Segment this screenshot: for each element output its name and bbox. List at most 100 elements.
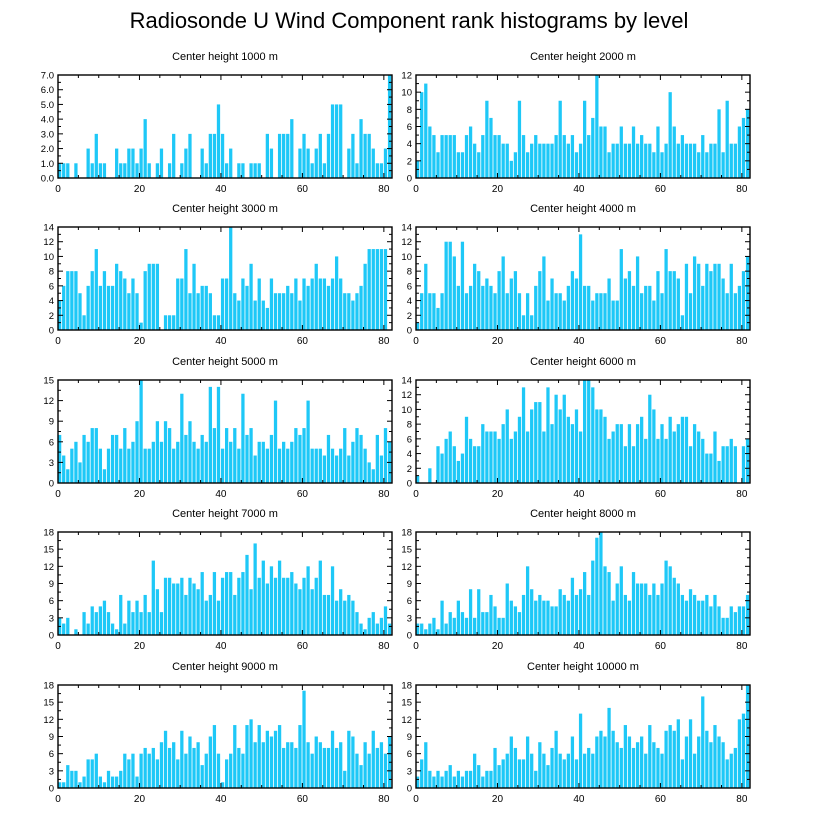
- bar: [298, 725, 302, 788]
- bar: [741, 606, 746, 635]
- bar: [599, 532, 603, 635]
- bar: [257, 577, 261, 635]
- bar: [204, 600, 208, 635]
- y-tick-label: 3: [49, 458, 54, 469]
- x-tick-label: 80: [736, 336, 748, 347]
- bar: [351, 441, 355, 483]
- bar: [78, 293, 82, 330]
- bar: [684, 416, 689, 483]
- bar: [603, 566, 607, 635]
- bar: [542, 600, 546, 635]
- bar: [143, 448, 147, 483]
- bar: [664, 143, 668, 178]
- bar: [464, 135, 469, 178]
- x-tick-label: 80: [736, 794, 748, 805]
- bar: [688, 589, 693, 635]
- bar: [110, 434, 115, 483]
- bar: [269, 566, 274, 635]
- bar: [473, 617, 477, 635]
- bar: [489, 117, 493, 178]
- bar: [538, 742, 542, 788]
- bar: [623, 725, 627, 788]
- bar: [347, 455, 351, 483]
- bar: [135, 421, 139, 483]
- y-tick-label: 6: [407, 596, 412, 607]
- bar: [509, 600, 513, 635]
- y-tick-label: 2: [407, 156, 412, 167]
- bar: [436, 770, 440, 788]
- bar: [436, 152, 440, 178]
- bar: [294, 747, 298, 788]
- bar: [147, 612, 151, 635]
- bar: [513, 747, 518, 788]
- bar: [375, 623, 379, 635]
- bar: [273, 577, 278, 635]
- bar: [444, 623, 448, 635]
- bar: [578, 234, 583, 330]
- bar: [432, 617, 436, 635]
- bar: [713, 143, 717, 178]
- bar: [615, 424, 619, 483]
- bar: [123, 428, 127, 483]
- y-tick-label: 2.0: [41, 144, 54, 155]
- bar: [253, 742, 257, 788]
- bar: [155, 589, 160, 635]
- bar: [237, 448, 241, 483]
- bar: [277, 560, 282, 635]
- bar: [497, 765, 501, 788]
- x-tick-label: 80: [378, 336, 390, 347]
- bar: [257, 163, 261, 178]
- bar: [481, 612, 485, 635]
- bar: [607, 438, 611, 483]
- bar: [468, 438, 473, 483]
- bar: [269, 148, 274, 178]
- bar: [110, 285, 115, 330]
- bar: [692, 424, 697, 483]
- bar: [444, 135, 448, 178]
- bar: [257, 278, 261, 330]
- bar: [383, 606, 388, 635]
- bar: [355, 612, 359, 635]
- bar: [135, 293, 139, 330]
- bar: [110, 623, 115, 635]
- bar: [680, 594, 685, 635]
- bar: [697, 431, 701, 483]
- bar: [127, 148, 131, 178]
- bar: [509, 160, 513, 178]
- bar: [143, 271, 147, 330]
- bar: [229, 227, 233, 330]
- bar: [741, 446, 746, 483]
- panel-title: Center height 4000 m: [530, 203, 636, 215]
- bar: [310, 448, 314, 483]
- bar: [432, 135, 436, 178]
- bar: [106, 770, 111, 788]
- bar: [607, 572, 611, 635]
- bar: [611, 300, 615, 330]
- bar: [302, 278, 306, 330]
- bar: [505, 143, 509, 178]
- bar: [273, 400, 278, 483]
- bar: [733, 293, 737, 330]
- bar: [98, 776, 102, 788]
- bar: [135, 163, 139, 178]
- bar: [595, 75, 599, 178]
- bar: [70, 770, 74, 788]
- bar: [290, 742, 294, 788]
- x-tick-label: 40: [573, 794, 585, 805]
- bar: [322, 278, 327, 330]
- bar: [676, 583, 680, 635]
- bar: [595, 736, 599, 788]
- bar: [477, 446, 481, 483]
- bar: [627, 143, 632, 178]
- bar: [570, 736, 575, 788]
- bar: [640, 416, 644, 483]
- bar: [635, 143, 640, 178]
- bar: [339, 104, 343, 178]
- bar: [62, 285, 66, 330]
- bar: [550, 424, 554, 483]
- bar: [558, 753, 562, 788]
- bar: [692, 753, 697, 788]
- bar: [66, 163, 70, 178]
- bar: [615, 742, 619, 788]
